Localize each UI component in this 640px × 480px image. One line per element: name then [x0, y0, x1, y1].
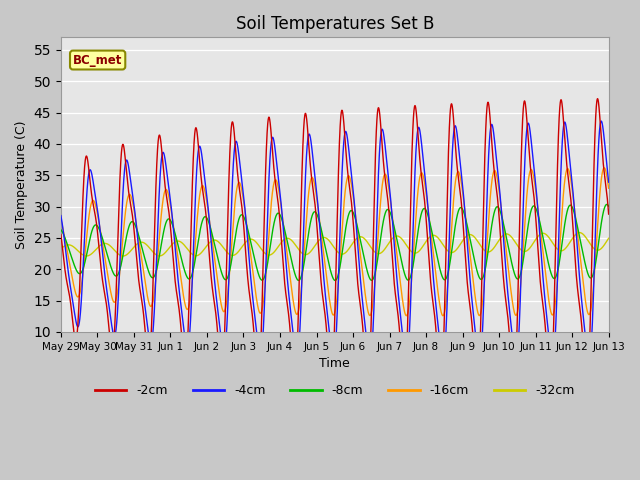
Title: Soil Temperatures Set B: Soil Temperatures Set B: [236, 15, 434, 33]
Text: BC_met: BC_met: [73, 54, 122, 67]
Legend: -2cm, -4cm, -8cm, -16cm, -32cm: -2cm, -4cm, -8cm, -16cm, -32cm: [90, 379, 580, 402]
Y-axis label: Soil Temperature (C): Soil Temperature (C): [15, 120, 28, 249]
X-axis label: Time: Time: [319, 357, 350, 370]
